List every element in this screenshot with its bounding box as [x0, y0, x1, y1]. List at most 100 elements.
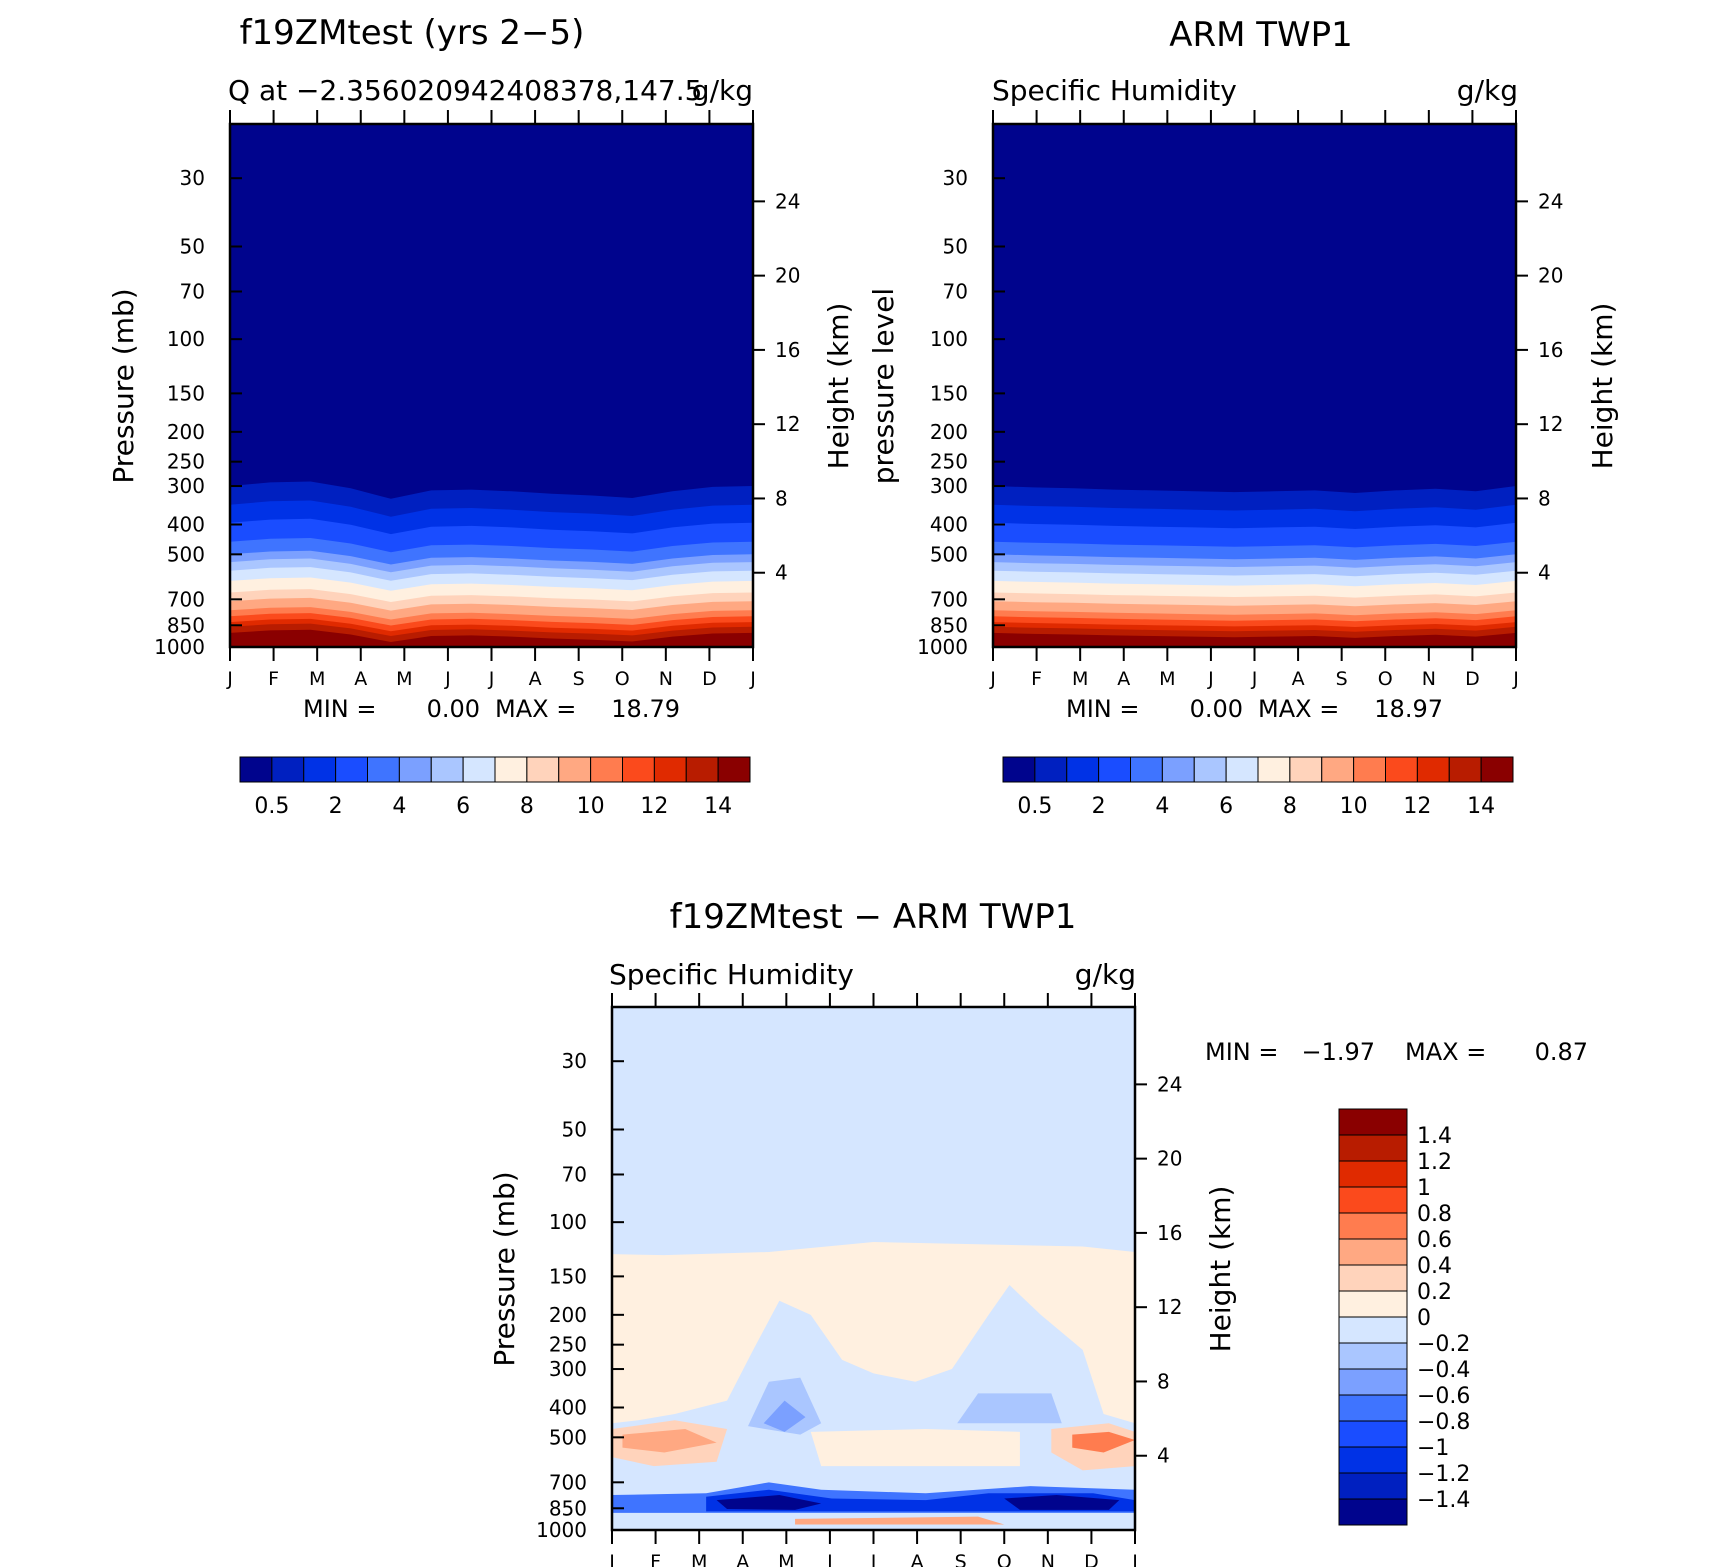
colorbar-swatch	[1066, 756, 1100, 783]
colorbar-swatch	[622, 756, 655, 783]
colorbar-swatch	[462, 756, 496, 783]
y-axis-right-label: Height (km)	[822, 303, 855, 470]
panel-title: f19ZMtest (yrs 2−5)	[240, 13, 585, 53]
y-right-tick-label: 24	[775, 189, 800, 213]
x-tick-label: N	[1041, 1551, 1055, 1567]
x-tick-label: S	[573, 668, 585, 690]
colorbar-label: 1	[1417, 1176, 1431, 1201]
y-tick-label: 30	[943, 166, 968, 190]
x-tick-label: J	[226, 668, 233, 690]
min-label: MIN =	[303, 695, 376, 723]
fill-band	[993, 632, 1516, 647]
colorbar-swatch	[1338, 1212, 1408, 1240]
colorbar-label: 0.2	[1417, 1280, 1452, 1305]
colorbar-swatch	[303, 756, 337, 783]
plot-fill	[993, 124, 1516, 647]
fill-region	[795, 1516, 1005, 1525]
colorbar-swatch	[1034, 756, 1068, 783]
x-tick-label: J	[870, 1551, 877, 1567]
colorbar: 0.5 2 4 6 8 10 12 14	[239, 756, 751, 819]
colorbar-label: 0	[1417, 1306, 1431, 1331]
units-label: g/kg	[1457, 74, 1518, 107]
y-tick-label: 30	[562, 1049, 587, 1073]
colorbar-label: 4	[392, 794, 406, 819]
colorbar-swatch	[1161, 756, 1195, 783]
max-label: MAX =	[1405, 1038, 1486, 1066]
colorbar-swatch	[1385, 756, 1418, 783]
y-right-tick-label: 24	[1157, 1072, 1182, 1096]
colorbar-swatch	[1338, 1472, 1408, 1500]
x-tick-label: O	[615, 668, 630, 690]
y-right-tick-label: 20	[1538, 264, 1563, 288]
y-right-tick-label: 4	[1538, 561, 1551, 585]
min-label: MIN =	[1066, 695, 1139, 723]
colorbar-label: 6	[456, 794, 470, 819]
y-tick-label: 250	[930, 450, 968, 474]
colorbar-label: −0.8	[1417, 1410, 1470, 1435]
colorbar-swatch	[558, 756, 592, 783]
colorbar-swatch	[685, 756, 719, 783]
y-tick-label: 300	[167, 474, 205, 498]
x-tick-label: O	[997, 1551, 1012, 1567]
y-tick-label: 100	[549, 1210, 587, 1234]
panel-difference: f19ZMtest − ARM TWP1 Specific Humidity g…	[488, 897, 1588, 1567]
max-value: 18.97	[1374, 695, 1443, 723]
y-tick-label: 400	[167, 513, 205, 537]
x-tick-label: D	[702, 668, 717, 690]
fill-band	[230, 629, 753, 647]
y-tick-label: 500	[549, 1425, 587, 1449]
colorbar-swatch	[1338, 1446, 1408, 1474]
x-tick-label: A	[354, 668, 367, 690]
x-tick-label: J	[608, 1551, 615, 1567]
y-tick-label: 700	[167, 587, 205, 611]
x-tick-label: A	[911, 1551, 924, 1567]
y-axis-label: Pressure (mb)	[488, 1171, 521, 1366]
max-label: MAX =	[495, 695, 576, 723]
x-tick-label: M	[396, 668, 412, 690]
y-tick-label: 50	[943, 234, 968, 258]
fill-region	[810, 1429, 1020, 1467]
y-tick-label: 250	[549, 1333, 587, 1357]
colorbar-swatch	[1338, 1342, 1408, 1370]
fill-region	[622, 1429, 717, 1453]
y-tick-label: 700	[549, 1470, 587, 1494]
x-tick-label: D	[1465, 668, 1480, 690]
y-tick-label: 1000	[536, 1518, 587, 1542]
colorbar-label: 8	[520, 794, 534, 819]
colorbar: 1.41.210.80.60.40.20−0.2−0.4−0.6−0.8−1−1…	[1338, 1108, 1470, 1526]
colorbar-swatch	[1002, 756, 1036, 783]
colorbar-label: 8	[1283, 794, 1297, 819]
y-tick-label: 30	[180, 166, 205, 190]
colorbar-label: 0.5	[254, 794, 289, 819]
colorbar-swatch	[1338, 1134, 1408, 1162]
y-right-tick-label: 20	[775, 264, 800, 288]
colorbar-swatch	[430, 756, 464, 783]
y-tick-label: 50	[180, 234, 205, 258]
colorbar-label: −1.4	[1417, 1488, 1470, 1513]
y-right-tick-label: 16	[1157, 1221, 1182, 1245]
colorbar-label: 10	[1340, 794, 1368, 819]
colorbar-swatch	[398, 756, 432, 783]
colorbar-label: 4	[1155, 794, 1169, 819]
y-tick-label: 100	[930, 327, 968, 351]
colorbar: 0.5 2 4 6 8 10 12 14	[1002, 756, 1514, 819]
colorbar-swatch	[1353, 756, 1386, 783]
x-tick-label: M	[309, 668, 325, 690]
colorbar-label: 12	[1403, 794, 1431, 819]
colorbar-swatch	[367, 756, 400, 783]
colorbar-label: 2	[1092, 794, 1106, 819]
min-value: 0.00	[427, 695, 480, 723]
colorbar-swatch	[1130, 756, 1163, 783]
panel-model: f19ZMtest (yrs 2−5) Q at −2.356020942408…	[107, 13, 855, 819]
colorbar-swatch	[1338, 1186, 1408, 1214]
x-tick-label: M	[1072, 668, 1088, 690]
y-tick-label: 850	[930, 613, 968, 637]
x-tick-label: J	[1131, 1551, 1138, 1567]
colorbar-swatch	[1338, 1290, 1408, 1318]
y-right-tick-label: 12	[1157, 1295, 1182, 1319]
x-tick-label: J	[1251, 668, 1258, 690]
x-tick-label: O	[1378, 668, 1393, 690]
colorbar-label: 0.5	[1017, 794, 1052, 819]
